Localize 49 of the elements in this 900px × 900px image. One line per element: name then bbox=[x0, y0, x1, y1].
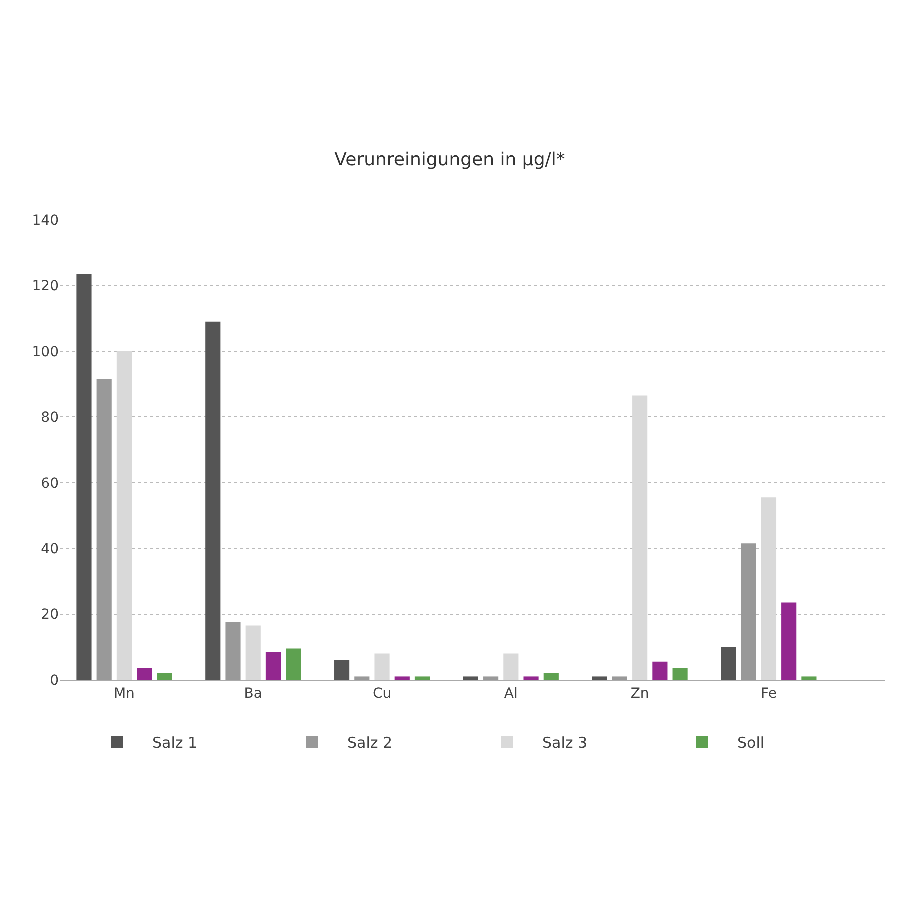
bar bbox=[504, 654, 519, 680]
legend-label: Salz 2 bbox=[348, 734, 393, 752]
legend-label: Salz 3 bbox=[542, 734, 588, 752]
bar bbox=[802, 676, 817, 680]
bar bbox=[334, 660, 350, 680]
bar bbox=[157, 673, 172, 680]
bar bbox=[286, 648, 302, 680]
y-tick-label: 40 bbox=[41, 541, 59, 558]
y-tick-label: 80 bbox=[41, 410, 59, 426]
legend-label: Soll bbox=[738, 734, 765, 752]
bar bbox=[266, 652, 282, 680]
bar bbox=[206, 322, 221, 680]
bar bbox=[741, 544, 756, 680]
bar bbox=[116, 351, 132, 680]
bar bbox=[782, 602, 797, 680]
bar bbox=[137, 668, 152, 680]
bar bbox=[721, 647, 736, 680]
y-tick-label: 120 bbox=[32, 278, 59, 295]
bar bbox=[524, 676, 539, 680]
bar bbox=[246, 626, 261, 680]
x-tick-label: Zn bbox=[630, 686, 650, 702]
x-tick-label: Ba bbox=[244, 686, 262, 702]
bar bbox=[354, 676, 370, 680]
bar bbox=[484, 676, 499, 680]
bar bbox=[652, 662, 668, 680]
bar bbox=[761, 498, 777, 680]
x-tick-label: Cu bbox=[372, 686, 392, 702]
y-tick-label: 0 bbox=[50, 672, 59, 689]
legend-label: Salz 1 bbox=[152, 734, 198, 752]
chart-title: Verunreinigungen in µg/l* bbox=[334, 150, 566, 171]
bar bbox=[76, 274, 92, 680]
y-tick-label: 140 bbox=[32, 212, 59, 229]
bar bbox=[463, 676, 478, 680]
y-tick-label: 60 bbox=[41, 476, 59, 492]
bar bbox=[612, 676, 628, 680]
bar bbox=[544, 673, 559, 680]
bar bbox=[226, 622, 241, 680]
bar bbox=[414, 676, 430, 680]
x-tick-label: Mn bbox=[114, 686, 135, 702]
bar bbox=[592, 676, 608, 680]
bar bbox=[394, 676, 410, 680]
bar bbox=[96, 379, 112, 680]
bar bbox=[632, 396, 648, 680]
y-tick-label: 20 bbox=[41, 607, 59, 624]
x-tick-label: Fe bbox=[761, 686, 777, 702]
bar bbox=[672, 668, 688, 680]
x-tick-label: Al bbox=[504, 686, 518, 702]
y-tick-label: 100 bbox=[32, 344, 59, 360]
bar bbox=[374, 654, 390, 680]
